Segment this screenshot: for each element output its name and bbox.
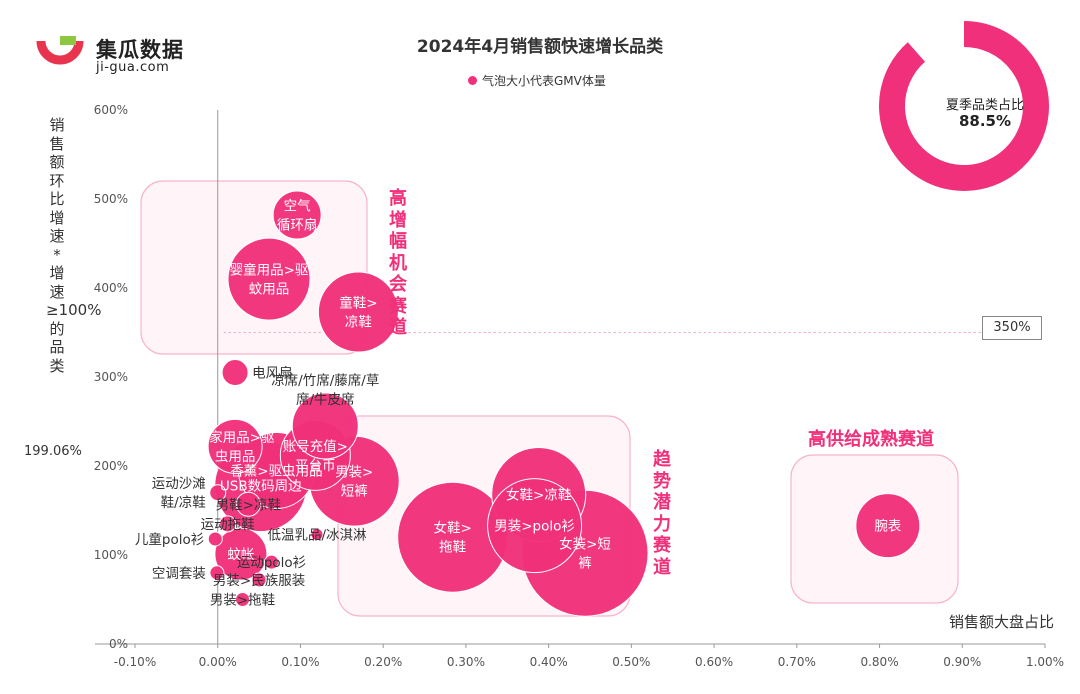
bubble <box>235 491 261 517</box>
bubble-label: 鞋/凉鞋 <box>161 495 206 511</box>
zone-label-trend: 趋势潜力赛道 <box>653 449 671 578</box>
bubble-label: 童鞋> <box>339 295 377 312</box>
brand-logo-icon <box>36 36 84 65</box>
bubble-label: 蚊帐 <box>227 547 254 563</box>
x-tick-label: -0.10% <box>114 655 156 669</box>
brand-name: 集瓜数据 <box>96 38 184 62</box>
bubble-label: 男装>polo衫 <box>494 519 575 535</box>
bubble <box>855 493 921 559</box>
bubble-label: USB数码周边 <box>220 479 302 495</box>
bubble <box>317 271 399 353</box>
y-tick-label: 600% <box>94 103 128 117</box>
chart-title: 2024年4月销售额快速增长品类 <box>416 37 664 57</box>
y-tick-label: 0% <box>109 637 128 651</box>
bubble-label: 儿童polo衫 <box>135 531 204 548</box>
bubble-label: 低温乳品/冰淇淋 <box>267 528 367 544</box>
bubble-label: 凉鞋 <box>345 315 372 331</box>
legend-label: 气泡大小代表GMV体量 <box>482 74 606 88</box>
bubble-label: 席/牛皮席 <box>296 392 355 408</box>
bubble <box>221 359 249 387</box>
bubble <box>272 190 322 240</box>
bubble-label: 运动拖鞋 <box>201 517 255 533</box>
x-tick-label: 0.50% <box>612 655 650 669</box>
bubble-label: 平台币 <box>295 458 336 474</box>
bubble-label: 男装> <box>335 465 373 481</box>
bubble-label: 女装>短 <box>559 536 611 553</box>
bubble-label: 腕表 <box>874 519 901 535</box>
bubble <box>207 418 263 474</box>
y-tick-label: 500% <box>94 192 128 206</box>
bubble <box>227 237 311 321</box>
bubble-label: 空气 <box>284 199 311 215</box>
bubble <box>310 528 324 542</box>
x-tick-label: 0.00% <box>199 655 237 669</box>
legend: 气泡大小代表GMV体量 <box>468 72 606 89</box>
bubble <box>264 554 279 570</box>
bubble-label: 账号充值> <box>283 439 348 455</box>
bubble-label: 裤 <box>578 556 592 572</box>
bubble <box>219 515 237 533</box>
legend-dot-icon <box>468 76 477 85</box>
summary-ring-arc <box>879 21 1049 191</box>
bubble <box>209 484 227 502</box>
y-tick-label: 400% <box>94 281 128 295</box>
bubble-label: 凉席/竹席/藤席/草 <box>271 373 379 389</box>
bubble-label: 运动polo衫 <box>237 555 306 571</box>
x-tick-label: 1.00% <box>1026 655 1064 669</box>
bubble <box>235 592 251 607</box>
zone-label-high-growth: 高增幅机会赛道 <box>389 188 407 338</box>
bubble-label: 男装>拖鞋 <box>210 593 275 609</box>
y-tick-label: 300% <box>94 370 128 384</box>
x-tick-label: 0.60% <box>695 655 733 669</box>
bubble-label: 拖鞋 <box>439 540 466 556</box>
x-tick-label: 0.80% <box>860 655 898 669</box>
bubble <box>207 531 223 547</box>
bubble-label: 男装>民族服装 <box>213 573 305 589</box>
bubble-label: 虫用品 <box>215 449 256 465</box>
bubble <box>487 478 583 574</box>
bubble-label: 循环扇 <box>277 218 318 234</box>
bubble-label: 女鞋> <box>434 520 472 537</box>
bubble-layer <box>207 190 921 617</box>
bubble <box>214 527 268 581</box>
reference-line-label: 350% <box>982 316 1042 340</box>
bubble-label: 空调套装 <box>152 566 206 582</box>
summary-label: 夏季品类占比 <box>945 98 1024 113</box>
y-tick-label: 200% <box>94 459 128 473</box>
x-tick-label: 0.40% <box>530 655 568 669</box>
growth-annotation: 199.06% <box>24 444 82 459</box>
bubble <box>251 572 267 588</box>
y-axis-label: 销售额环比增速 *增速≥100%的品类 <box>46 116 102 375</box>
x-tick-label: 0.90% <box>943 655 981 669</box>
bubble-label: 蚊用品 <box>249 282 290 298</box>
bubble-label: 短裤 <box>341 484 368 500</box>
bubble-label: 婴童用品>驱 <box>230 262 309 279</box>
x-tick-label: 0.20% <box>364 655 402 669</box>
y-tick-label: 100% <box>94 548 128 562</box>
bubble <box>291 392 359 460</box>
bubble-label: 男鞋>凉鞋 <box>216 497 281 513</box>
x-tick-label: 0.30% <box>447 655 485 669</box>
summary-ring <box>879 21 1049 191</box>
bubble-label: 女鞋>凉鞋 <box>506 486 571 503</box>
x-tick-label: 0.10% <box>281 655 319 669</box>
bubble <box>209 565 225 581</box>
x-axis-label: 销售额大盘占比 <box>948 613 1054 631</box>
summary-value: 88.5% <box>958 112 1012 130</box>
zone-label-mature: 高供给成熟赛道 <box>808 429 934 450</box>
x-tick-label: 0.70% <box>778 655 816 669</box>
bubble-label: 香薰>驱虫用品 <box>230 463 322 479</box>
bubble-label: 电风扇 <box>252 366 293 382</box>
brand-url: ji-gua.com <box>96 60 170 75</box>
bubble-label: 运动沙滩 <box>152 476 206 492</box>
bubble-label: 居家用品>驱 <box>196 429 275 446</box>
